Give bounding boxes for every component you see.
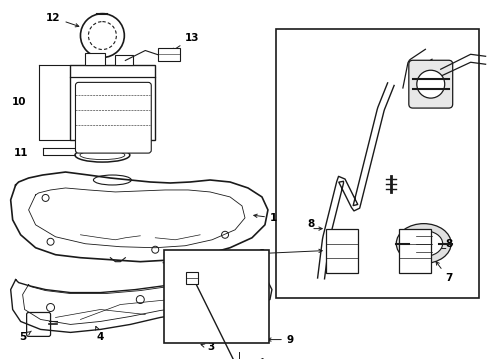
Text: 3: 3	[201, 342, 214, 352]
Text: 8: 8	[307, 219, 314, 229]
Text: 7: 7	[435, 262, 451, 283]
Circle shape	[186, 273, 197, 283]
FancyBboxPatch shape	[26, 312, 50, 336]
Text: 2: 2	[235, 329, 252, 339]
Text: 11: 11	[14, 148, 29, 158]
Bar	[85, 54, 105, 66]
Text: 6: 6	[257, 248, 322, 258]
Circle shape	[416, 70, 444, 98]
Bar	[158, 48, 180, 62]
Text: 1: 1	[253, 213, 277, 223]
Bar	[70, 66, 155, 140]
Ellipse shape	[395, 224, 450, 264]
Text: 9: 9	[267, 334, 293, 345]
Bar	[276, 30, 478, 298]
Text: 12: 12	[46, 13, 79, 27]
Bar	[115, 55, 133, 66]
Bar	[163, 250, 268, 343]
Bar	[398, 229, 430, 274]
Text: 10: 10	[12, 97, 26, 107]
FancyBboxPatch shape	[75, 82, 151, 153]
Ellipse shape	[404, 231, 442, 257]
Bar	[325, 229, 357, 274]
Text: 8: 8	[444, 239, 451, 248]
Text: 4: 4	[95, 327, 104, 342]
Text: 5: 5	[19, 331, 31, 342]
Text: 13: 13	[171, 32, 199, 51]
Wedge shape	[222, 359, 265, 360]
FancyBboxPatch shape	[408, 60, 452, 108]
Bar	[185, 272, 198, 284]
Ellipse shape	[93, 175, 131, 185]
